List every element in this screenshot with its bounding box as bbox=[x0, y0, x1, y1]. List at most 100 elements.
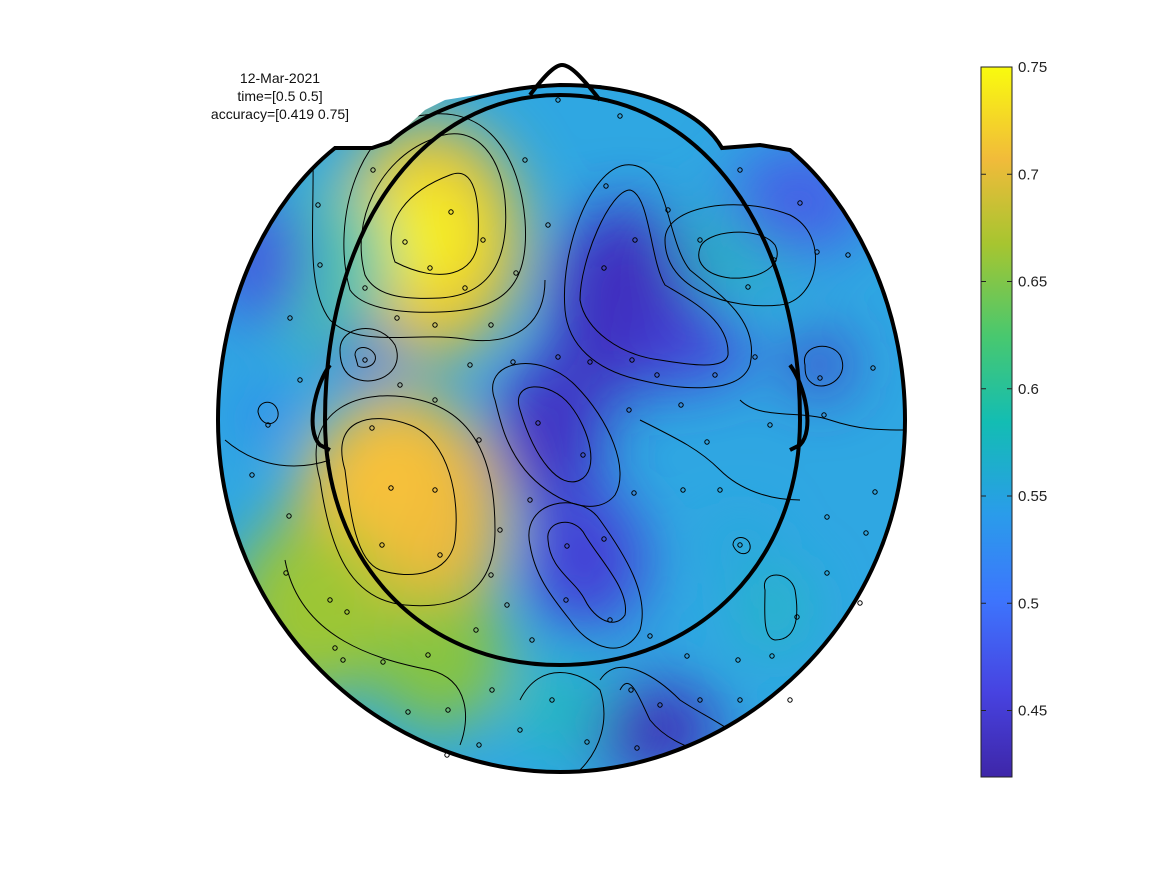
electrode-marker bbox=[362, 285, 368, 291]
electrode-marker bbox=[872, 489, 878, 495]
electrode-marker bbox=[379, 542, 385, 548]
electrode-marker bbox=[529, 637, 535, 643]
contour-central-inner bbox=[517, 386, 592, 483]
electrode-marker bbox=[265, 422, 271, 428]
colorbar: 0.45 0.5 0.55 0.6 0.65 0.7 0.75 bbox=[980, 59, 1047, 778]
blob-left-lower-green bbox=[230, 520, 390, 700]
electrode-marker bbox=[787, 697, 793, 703]
colorbar-rect bbox=[980, 66, 1013, 778]
contour-left-frontal-inner bbox=[390, 172, 479, 275]
electrode-marker bbox=[425, 652, 431, 658]
electrode-marker bbox=[380, 659, 386, 665]
header-date: 12-Mar-2021 bbox=[239, 70, 321, 86]
electrode-marker bbox=[315, 202, 321, 208]
electrode-marker bbox=[287, 315, 293, 321]
electrode-marker bbox=[563, 597, 569, 603]
electrode-marker bbox=[340, 657, 346, 663]
blob-lower-green bbox=[370, 590, 510, 730]
electrode-marker bbox=[680, 487, 686, 493]
blob-central-dark bbox=[495, 355, 605, 505]
colorbar-tick-label: 0.65 bbox=[1018, 274, 1047, 291]
electrode-marker bbox=[432, 322, 438, 328]
electrode-marker bbox=[814, 249, 820, 255]
electrode-marker bbox=[344, 609, 350, 615]
electrode-marker bbox=[632, 237, 638, 243]
contour-right-anterior-inner bbox=[698, 231, 778, 279]
electrode-marker bbox=[437, 552, 443, 558]
blob-left-frontal-peak bbox=[370, 175, 480, 295]
electrode-marker bbox=[522, 157, 528, 163]
electrode-marker bbox=[488, 322, 494, 328]
electrode-markers bbox=[249, 97, 878, 758]
blob-occipital-teal bbox=[510, 665, 610, 755]
electrode-marker bbox=[797, 200, 803, 206]
contour-occipital-teal bbox=[519, 672, 605, 771]
electrode-marker bbox=[504, 602, 510, 608]
head-outline bbox=[215, 62, 908, 775]
electrode-marker bbox=[445, 707, 451, 713]
contour-right-frontal-outer bbox=[563, 164, 752, 389]
blob-right-frontal-ext bbox=[630, 315, 750, 385]
blob-left-spot bbox=[335, 331, 395, 379]
electrode-marker bbox=[603, 183, 609, 189]
electrode-marker bbox=[397, 382, 403, 388]
colorbar-tick-label: 0.7 bbox=[1018, 166, 1039, 183]
electrode-marker bbox=[870, 365, 876, 371]
contour-right-posterior-spot bbox=[732, 537, 751, 555]
electrode-marker bbox=[473, 627, 479, 633]
electrode-marker bbox=[427, 265, 433, 271]
electrode-marker bbox=[327, 597, 333, 603]
electrode-marker bbox=[629, 357, 635, 363]
electrode-marker bbox=[647, 633, 653, 639]
electrode-marker bbox=[432, 487, 438, 493]
electrode-marker bbox=[634, 745, 640, 751]
electrode-marker bbox=[555, 354, 561, 360]
colorbar-tick-label: 0.6 bbox=[1018, 381, 1039, 398]
electrode-marker bbox=[545, 222, 551, 228]
electrode-marker bbox=[388, 485, 394, 491]
contour-right-edge-wave bbox=[739, 399, 905, 431]
electrode-marker bbox=[704, 439, 710, 445]
inner-mask-outline bbox=[322, 92, 803, 668]
electrode-marker bbox=[678, 402, 684, 408]
electrode-marker bbox=[362, 357, 368, 363]
header-time: time=[0.5 0.5] bbox=[237, 88, 323, 104]
electrode-marker bbox=[665, 207, 671, 213]
electrode-marker bbox=[607, 617, 613, 623]
electrode-marker bbox=[628, 687, 634, 693]
contour-left-frontal-outer bbox=[343, 113, 527, 313]
electrode-marker bbox=[737, 542, 743, 548]
electrode-marker bbox=[601, 536, 607, 542]
electrode-marker bbox=[489, 687, 495, 693]
nose-outline bbox=[528, 62, 602, 102]
electrode-marker bbox=[488, 572, 494, 578]
electrode-marker bbox=[476, 742, 482, 748]
electrode-marker bbox=[480, 237, 486, 243]
electrode-marker bbox=[249, 472, 255, 478]
electrode-marker bbox=[297, 377, 303, 383]
electrode-marker bbox=[286, 513, 292, 519]
electrode-marker bbox=[737, 167, 743, 173]
electrode-marker bbox=[857, 600, 863, 606]
electrode-marker bbox=[697, 697, 703, 703]
electrode-marker bbox=[771, 257, 777, 263]
electrode-marker bbox=[712, 372, 718, 378]
electrode-marker bbox=[317, 262, 323, 268]
colorbar-tick-label: 0.45 bbox=[1018, 703, 1047, 720]
electrode-marker bbox=[794, 614, 800, 620]
electrode-marker bbox=[735, 657, 741, 663]
contour-lines bbox=[224, 99, 905, 771]
contour-left-frontal-mid bbox=[360, 133, 507, 299]
contour-right-temporal-spot bbox=[804, 345, 843, 387]
colorbar-tick-label: 0.75 bbox=[1018, 59, 1047, 76]
electrode-marker bbox=[684, 653, 690, 659]
header-accuracy: accuracy=[0.419 0.75] bbox=[210, 106, 350, 122]
electrode-marker bbox=[535, 420, 541, 426]
contour-left-lower bbox=[284, 559, 466, 746]
contour-left-spot-inner bbox=[354, 347, 376, 368]
contour-left-wave bbox=[309, 99, 546, 342]
electrode-marker bbox=[737, 697, 743, 703]
electrode-marker bbox=[332, 645, 338, 651]
electrode-marker bbox=[564, 543, 570, 549]
